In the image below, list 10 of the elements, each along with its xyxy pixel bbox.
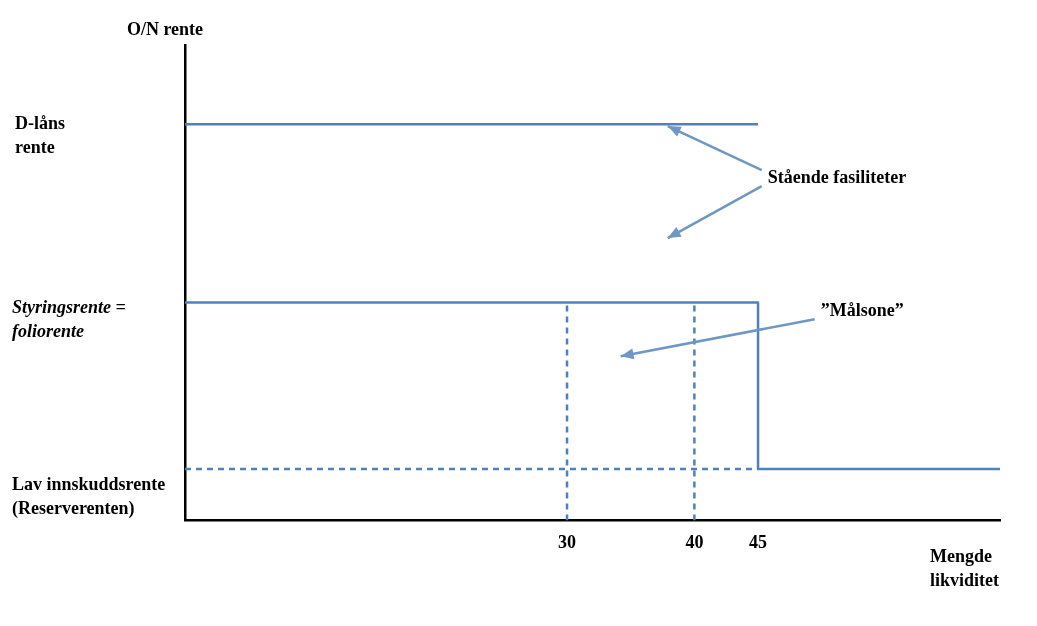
text: D-låns rente [15,112,66,157]
y-axis-title: O/N rente [126,18,204,39]
x-axis-title: Mengde likviditet [930,546,1000,591]
annotation: Stående fasiliteter [767,166,907,187]
text: Styringsrente = foliorente [12,297,126,342]
x-tick-label: 45 [749,531,768,552]
x-tick-label: 40 [685,531,704,552]
text: Lav innskuddsrente (Reserverenten) [12,473,166,519]
annotation: ”Målsone” [820,299,904,320]
x-tick-label: 30 [558,531,577,552]
